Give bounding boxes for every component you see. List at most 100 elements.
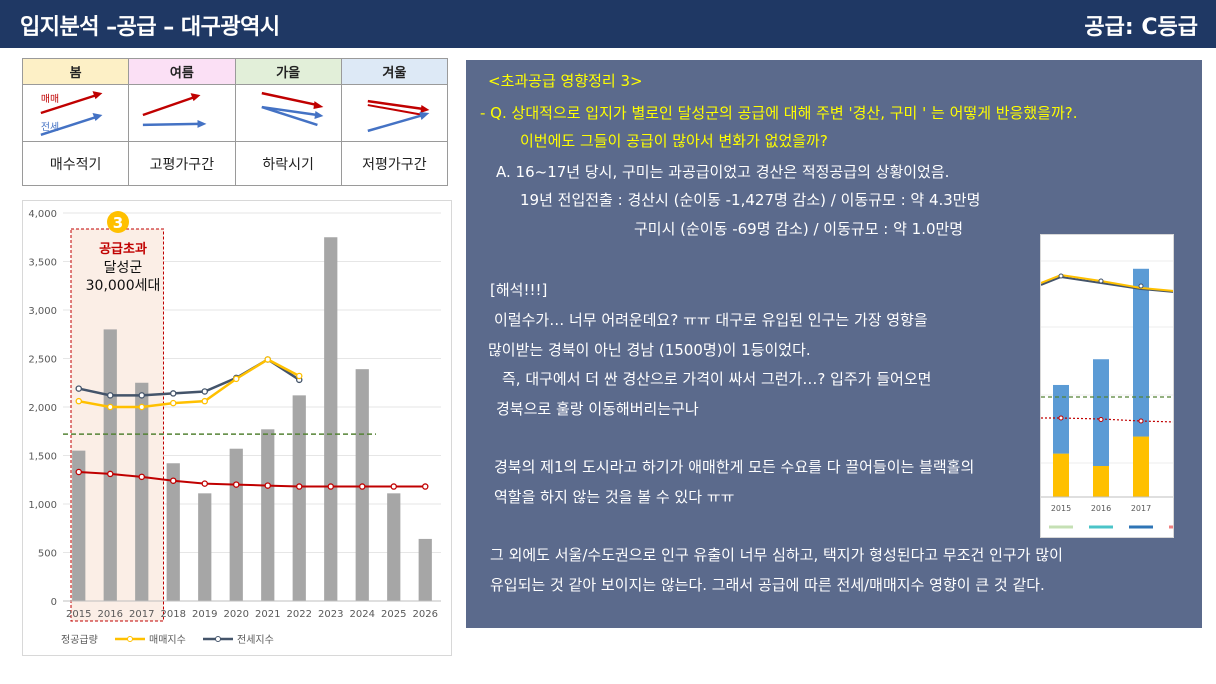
supply-bar (72, 450, 86, 601)
y-tick-label: 0 (51, 597, 57, 608)
red-trend-line-point (390, 483, 397, 490)
phase-winter-header: 겨울 (340, 58, 449, 85)
question-line-1: - Q. 상대적으로 입지가 별로인 달성군의 공급에 대해 주변 '경산, 구… (480, 104, 1078, 122)
supply-bar (418, 538, 432, 601)
jeonse-index-line-point (169, 390, 177, 397)
market-phase-table: 봄 여름 가을 겨울 매매 전세 (21, 58, 449, 186)
interpretation-line-8: 유입되는 것 같아 보이지는 않는다. 그래서 공급에 따른 전세/매매지수 영… (490, 576, 1045, 594)
phase-spring-header: 봄 (21, 58, 130, 85)
x-tick-label: 2024 (350, 609, 375, 620)
x-tick-label: 2017 (129, 609, 154, 620)
red-trend-line-point (327, 483, 334, 490)
legend-jeonse: 전세지수 (237, 634, 274, 646)
phase-winter-trend (340, 84, 449, 142)
jeonse-index-line-point (138, 392, 146, 399)
sale-label: 매매 (41, 93, 59, 105)
answer-line-2: 19년 전입전출 : 경산시 (순이동 -1,427명 감소) / 이동규모 :… (520, 191, 981, 209)
oversupply-annotation: 3 공급초과 달성군 30,000세대 (86, 211, 161, 294)
phase-summer-trend (128, 84, 236, 142)
red-trend-line-point (295, 483, 303, 490)
x-tick-label: 2020 (224, 609, 249, 620)
red-trend-line-point (264, 482, 271, 489)
summer-trend-arrows-icon (142, 93, 207, 128)
inset-index-point (1058, 273, 1064, 279)
legend-sale: 매매지수 (149, 634, 186, 646)
winter-trend-arrows-icon (367, 99, 430, 133)
inset-x-label: 2017 (1131, 504, 1151, 513)
interpretation-line-4: 경북으로 훌랑 이동해버리는구나 (496, 400, 699, 418)
sale-index-line-point (201, 397, 208, 405)
index-lines (63, 356, 429, 490)
chart-legend: 정공급량 매매지수 전세지수 (61, 634, 274, 646)
supply-bar (229, 448, 243, 601)
supply-chart-panel: 0 500 1,000 1,500 2,000 2,500 3,000 3,500 4,000 2… (22, 200, 452, 656)
phase-summer-header: 여름 (128, 58, 236, 85)
annotation-oversupply: 공급초과 (99, 242, 147, 257)
x-tick-label: 2018 (161, 609, 186, 620)
red-trend-line-point (138, 473, 146, 481)
supply-bar (324, 237, 338, 601)
supply-bar (261, 429, 275, 601)
y-tick-label: 500 (38, 549, 57, 560)
red-trend-line-point (201, 480, 208, 487)
supply-bar (292, 395, 306, 601)
y-tick-label: 2,000 (28, 403, 57, 414)
inset-red-point (1058, 415, 1064, 421)
inset-red-point (1138, 418, 1144, 424)
analysis-heading: <초과공급 영향정리 3> (488, 72, 643, 90)
phase-spring-desc: 매수적기 (21, 141, 130, 186)
red-trend-line-point (169, 477, 177, 484)
phase-autumn-header: 가을 (234, 58, 342, 85)
y-tick-label: 1,500 (28, 452, 57, 463)
page-title: 입지분석 –공급 – 대구광역시 (20, 15, 280, 40)
sale-index-line (78, 358, 300, 409)
red-trend-line-point (232, 481, 240, 488)
red-trend-line (78, 470, 426, 488)
header-bar: 입지분석 –공급 – 대구광역시 공급: C등급 (0, 0, 1216, 48)
phase-autumn-trend (234, 84, 342, 142)
sale-index-line-point (169, 399, 177, 407)
interpretation-line-5: 경북의 제1의 도시라고 하기가 애매한게 모든 수요를 다 끌어들이는 블랙홀… (494, 458, 975, 476)
x-tick-label: 2023 (318, 609, 343, 620)
red-trend-line-point (107, 470, 114, 478)
x-tick-label: 2015 (66, 609, 91, 620)
inset-bar-blue (1133, 268, 1149, 437)
interpretation-line-2: 많이받는 경북이 아닌 경남 (1500명)이 1등이었다. (488, 341, 811, 359)
legend-jeonse-marker (215, 636, 221, 642)
supply-bar (198, 493, 212, 601)
y-tick-label: 4,000 (28, 209, 57, 220)
annotation-households: 30,000세대 (86, 278, 161, 294)
legend-sale-marker (127, 636, 133, 642)
supply-index-chart: 0 500 1,000 1,500 2,000 2,500 3,000 3,500 4,000 2… (28, 209, 441, 646)
jeonse-index-line-point (201, 388, 208, 395)
interpretation-line-7: 그 외에도 서울/수도권으로 인구 유출이 너무 심하고, 택지가 형성된다고 … (490, 546, 1063, 564)
x-tick-label: 2022 (287, 609, 312, 620)
x-tick-label: 2026 (413, 609, 438, 620)
red-trend-line-point (358, 483, 366, 490)
red-trend-line-point (75, 468, 83, 476)
inset-index-point (1138, 283, 1144, 289)
interpretation-line-6: 역할을 하지 않는 것을 볼 수 있다 ㅠㅠ (494, 488, 735, 506)
x-tick-label: 2021 (255, 609, 280, 620)
sale-index-line-point (264, 356, 271, 363)
jeonse-index-line-point (75, 385, 83, 392)
inset-bars (1053, 268, 1149, 497)
inset-bar-yellow (1133, 436, 1149, 497)
x-tick-label: 2019 (192, 609, 217, 620)
inset-bar-chart: 2015 2016 2017 (1041, 260, 1173, 529)
phase-winter-desc: 저평가구간 (340, 141, 449, 186)
supply-bar (135, 382, 149, 601)
red-trend-line-point (421, 483, 429, 490)
y-tick-label: 3,000 (28, 306, 57, 317)
interpretation-line-3: 즉, 대구에서 더 싼 경산으로 가격이 싸서 그런가…? 입주가 들어오면 (502, 370, 932, 388)
y-tick-label: 3,500 (28, 258, 57, 269)
interpretation-title: [해석!!!] (490, 281, 548, 299)
inset-axis: 2015 2016 2017 (1041, 496, 1173, 529)
chart-axes: 0 500 1,000 1,500 2,000 2,500 3,000 3,500 4,000 2… (28, 209, 441, 620)
supply-grade: 공급: C등급 (1084, 15, 1198, 40)
annotation-badge (107, 211, 129, 233)
phase-autumn-desc: 하락시기 (234, 141, 342, 186)
legend-supply: 정공급량 (61, 634, 98, 646)
sale-index-line-point (232, 375, 240, 383)
autumn-trend-arrows-icon (260, 91, 323, 127)
